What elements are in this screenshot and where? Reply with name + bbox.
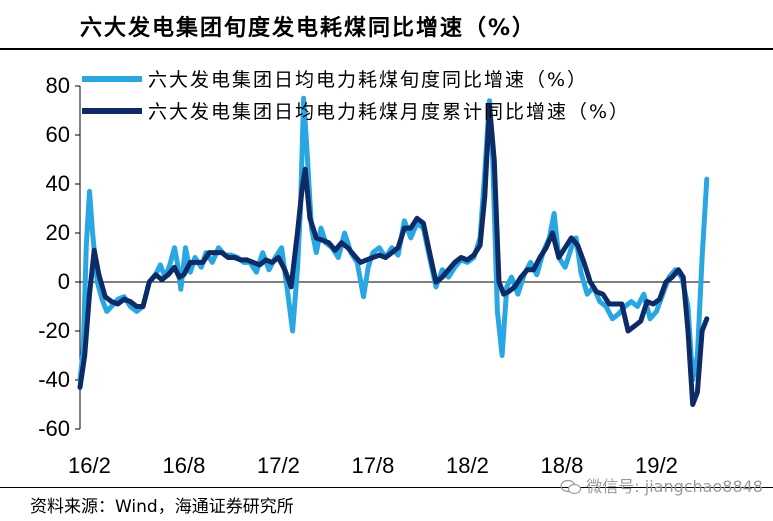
y-tick-label: 0 — [58, 269, 70, 294]
series-line-ten-day — [77, 95, 710, 383]
legend-label: 六大发电集团日均电力耗煤旬度同比增速（%） — [148, 69, 588, 91]
x-tick-label: 17/2 — [257, 453, 300, 478]
y-tick-label: -40 — [38, 367, 70, 392]
line-chart: 80 60 40 20 0 -20 -40 -60 16/2 16/8 17/2 17/8 18/2 18… — [38, 69, 710, 478]
x-tick-label: 17/8 — [352, 453, 395, 478]
footer-divider — [0, 487, 773, 488]
y-tick-label: -20 — [38, 318, 70, 343]
chart-axes: 80 60 40 20 0 -20 -40 -60 16/2 16/8 17/2 17/8 18/2 18… — [38, 73, 710, 478]
y-tick-label: -60 — [38, 416, 70, 441]
chart-legend: 六大发电集团日均电力耗煤旬度同比增速（%） 六大发电集团日均电力耗煤月度累计同比增… — [82, 69, 630, 123]
series-layer — [77, 95, 710, 407]
title-divider — [0, 48, 773, 50]
x-tick-label: 16/8 — [163, 453, 206, 478]
source-note: 资料来源：Wind，海通证券研究所 — [30, 497, 294, 517]
wechat-icon — [560, 479, 582, 495]
y-tick-label: 40 — [46, 171, 70, 196]
legend-label: 六大发电集团日均电力耗煤月度累计同比增速（%） — [148, 101, 630, 123]
y-tick-label: 60 — [46, 122, 70, 147]
watermark: 微信号: jiangchao8848 — [560, 473, 763, 497]
x-tick-label: 19/2 — [635, 453, 678, 478]
x-tick-label: 16/2 — [68, 453, 111, 478]
watermark-text: 微信号: jiangchao8848 — [586, 477, 763, 496]
y-tick-label: 20 — [46, 220, 70, 245]
x-tick-label: 18/8 — [541, 453, 584, 478]
series-line-monthly-cumulative — [77, 103, 710, 407]
x-tick-label: 18/2 — [446, 453, 489, 478]
page-title: 六大发电集团旬度发电耗煤同比增速（%） — [80, 16, 537, 41]
chart-title-bar: 六大发电集团旬度发电耗煤同比增速（%） — [0, 0, 773, 46]
y-tick-label: 80 — [46, 73, 70, 98]
